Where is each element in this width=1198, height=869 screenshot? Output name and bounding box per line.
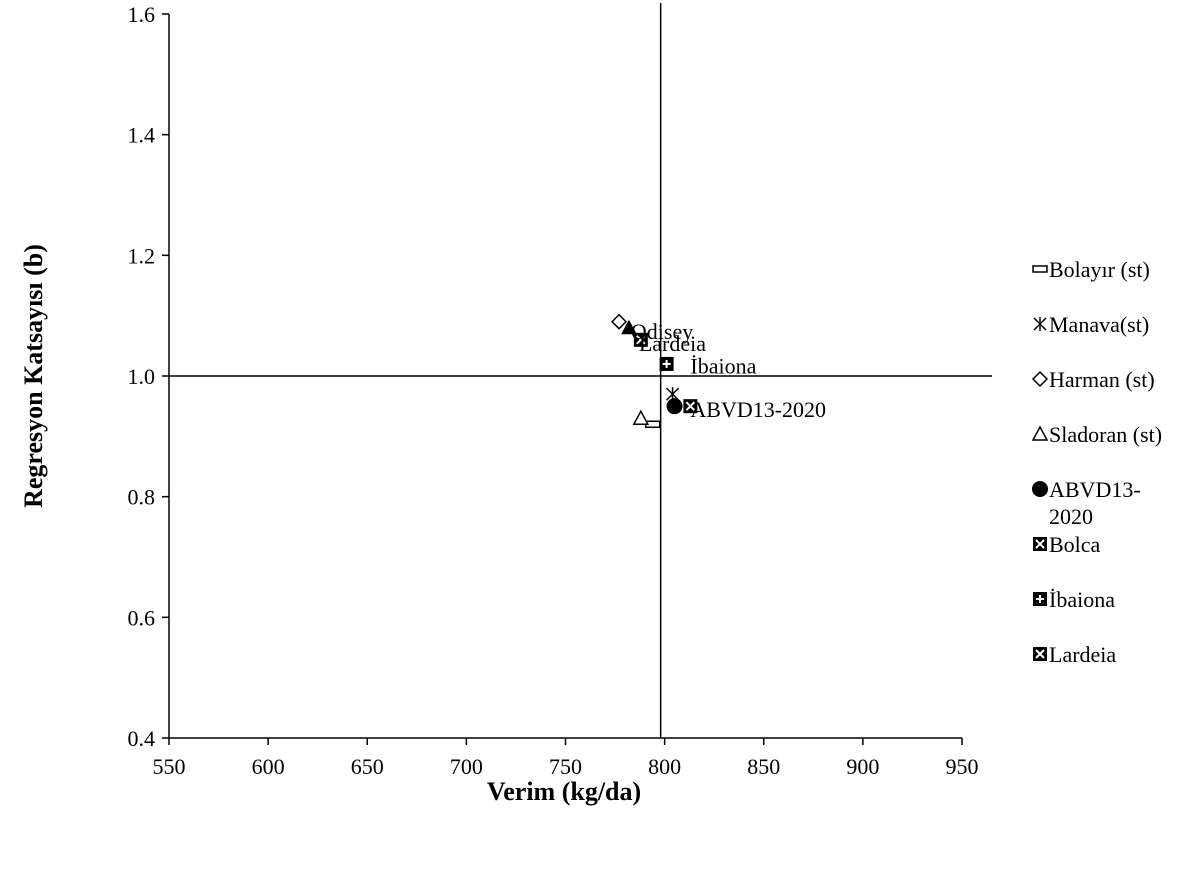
legend-label: Lardeia bbox=[1049, 642, 1116, 667]
point-label: İbaiona bbox=[690, 354, 756, 379]
data-point-i-baiona bbox=[659, 356, 674, 371]
legend-label: Bolca bbox=[1049, 532, 1101, 557]
x-tick-label: 650 bbox=[351, 754, 384, 779]
legend-label: Sladoran (st) bbox=[1049, 422, 1162, 447]
legend-marker bbox=[1031, 425, 1049, 441]
x-tick-label: 900 bbox=[846, 754, 879, 779]
data-point-unnamed bbox=[621, 319, 637, 335]
reference-lines bbox=[169, 3, 992, 738]
legend-label: Manava(st) bbox=[1049, 312, 1149, 337]
y-tick-label: 1.6 bbox=[128, 2, 156, 27]
legend-item: ABVD13-2020 bbox=[1032, 477, 1141, 529]
legend-label: Bolayır (st) bbox=[1049, 257, 1150, 282]
y-tick-label: 1.2 bbox=[128, 243, 156, 268]
legend-marker bbox=[1033, 647, 1047, 661]
x-tick-label: 750 bbox=[549, 754, 582, 779]
legend-item: Manava(st) bbox=[1033, 312, 1149, 337]
y-tick-label: 1.0 bbox=[128, 364, 156, 389]
data-points bbox=[610, 313, 698, 429]
data-point-sladoran-st bbox=[632, 409, 650, 425]
data-point-abvd13-2020 bbox=[666, 398, 683, 415]
data-point-harman-st bbox=[610, 313, 628, 330]
legend-marker bbox=[1032, 265, 1048, 273]
y-axis-ticks: 0.4 0.6 0.8 1.0 1.2 1.4 1.6 bbox=[128, 2, 169, 751]
legend-item: Harman (st) bbox=[1031, 367, 1155, 392]
y-tick-label: 1.4 bbox=[128, 123, 156, 148]
x-tick-label: 600 bbox=[252, 754, 285, 779]
legend-marker bbox=[1033, 317, 1047, 331]
y-tick-label: 0.4 bbox=[128, 726, 156, 751]
x-axis-title: Verim (kg/da) bbox=[487, 777, 641, 806]
legend-marker bbox=[1031, 370, 1049, 388]
legend-item: Bolayır (st) bbox=[1032, 257, 1150, 282]
y-tick-label: 0.8 bbox=[128, 485, 156, 510]
legend-item: Bolca bbox=[1033, 532, 1101, 557]
legend-label: ABVD13- bbox=[1049, 477, 1141, 502]
x-tick-label: 850 bbox=[747, 754, 780, 779]
x-tick-label: 550 bbox=[153, 754, 186, 779]
data-point-bolca bbox=[683, 399, 698, 414]
legend-label: İbaiona bbox=[1049, 587, 1115, 612]
legend: Bolayır (st) Manava(st) Harman (st) Sladora… bbox=[1031, 257, 1162, 667]
x-axis-ticks: 550 600 650 700 750 800 850 900 950 bbox=[153, 738, 979, 779]
x-tick-label: 950 bbox=[946, 754, 979, 779]
data-point-lardeia bbox=[633, 332, 648, 347]
legend-item: Lardeia bbox=[1033, 642, 1116, 667]
legend-item: Sladoran (st) bbox=[1031, 422, 1162, 447]
y-tick-label: 0.6 bbox=[128, 605, 156, 630]
y-axis-title: Regresyon Katsayısı (b) bbox=[19, 244, 48, 508]
point-label: Lardeia bbox=[639, 331, 706, 356]
point-label: Odisey bbox=[631, 319, 693, 344]
x-tick-label: 700 bbox=[450, 754, 483, 779]
point-label: ABVD13-2020 bbox=[690, 397, 826, 422]
legend-label: Harman (st) bbox=[1049, 367, 1155, 392]
legend-marker bbox=[1033, 592, 1047, 606]
legend-item: İbaiona bbox=[1033, 587, 1115, 612]
legend-marker bbox=[1033, 537, 1047, 551]
legend-marker bbox=[1032, 481, 1048, 497]
x-tick-label: 800 bbox=[648, 754, 681, 779]
legend-label: 2020 bbox=[1049, 504, 1093, 529]
